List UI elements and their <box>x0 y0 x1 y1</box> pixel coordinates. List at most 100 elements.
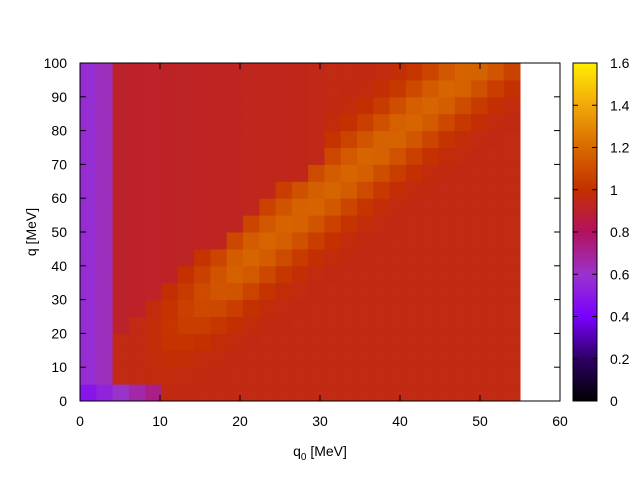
heatmap-cell <box>112 282 130 301</box>
heatmap-cell <box>340 248 358 267</box>
heatmap-cell <box>226 367 244 385</box>
heatmap-cell <box>389 63 407 81</box>
heatmap-cell <box>259 333 277 351</box>
heatmap-cell <box>275 164 293 182</box>
heatmap-cell <box>177 63 195 81</box>
heatmap-cell <box>389 265 407 284</box>
heatmap-cell <box>275 282 293 301</box>
heatmap-cell <box>373 215 391 233</box>
heatmap-cell <box>161 164 179 182</box>
heatmap-cell <box>487 248 505 267</box>
heatmap-cell <box>340 79 358 98</box>
heatmap-cell <box>324 282 342 301</box>
heatmap-cell <box>373 248 391 267</box>
heatmap-cell <box>210 384 228 402</box>
heatmap-cell <box>242 215 260 233</box>
heatmap-cell <box>471 265 488 284</box>
heatmap-cell <box>128 147 146 165</box>
heatmap-cell <box>112 113 130 132</box>
heatmap-cell <box>324 181 342 199</box>
heatmap-cell <box>210 181 228 199</box>
heatmap-cell <box>275 215 293 233</box>
y-tick-label: 20 <box>51 325 67 341</box>
colorbar-tick-label: 0.6 <box>610 266 630 282</box>
heatmap-cell <box>226 333 244 351</box>
heatmap-cell <box>291 96 309 115</box>
heatmap-cell <box>275 181 293 199</box>
heatmap-cell <box>454 265 472 284</box>
heatmap-cell <box>340 215 358 233</box>
heatmap-cell <box>357 79 374 98</box>
heatmap-cell <box>503 181 521 199</box>
heatmap-cell <box>308 198 325 216</box>
heatmap-cell <box>80 384 97 402</box>
heatmap-cell <box>177 316 195 334</box>
heatmap-cell <box>80 333 97 351</box>
heatmap-cell <box>340 181 358 199</box>
heatmap-cell <box>291 232 309 250</box>
heatmap-cell <box>422 164 440 182</box>
heatmap-cell <box>242 248 260 267</box>
heatmap-cell <box>161 130 179 148</box>
heatmap-cell <box>422 215 440 233</box>
heatmap-cell <box>308 248 325 267</box>
heatmap-cell <box>357 248 374 267</box>
heatmap-cell <box>324 164 342 182</box>
heatmap-cell <box>357 232 374 250</box>
heatmap-cell <box>145 181 162 199</box>
heatmap-cell <box>259 96 277 115</box>
heatmap-cell <box>291 113 309 132</box>
heatmap-cell <box>128 248 146 267</box>
heatmap-cell <box>454 164 472 182</box>
heatmap-cell <box>275 113 293 132</box>
heatmap-cell <box>242 282 260 301</box>
heatmap-cell <box>145 130 162 148</box>
heatmap-cell <box>454 367 472 385</box>
heatmap-cell <box>405 164 423 182</box>
heatmap-cell <box>308 384 325 402</box>
heatmap-cell <box>454 215 472 233</box>
heatmap-cell <box>454 181 472 199</box>
heatmap-cell <box>438 384 456 402</box>
heatmap-cell <box>242 164 260 182</box>
heatmap-cell <box>340 164 358 182</box>
heatmap-cell <box>324 96 342 115</box>
heatmap-cell <box>161 181 179 199</box>
heatmap-cell <box>487 147 505 165</box>
heatmap-cell <box>275 96 293 115</box>
heatmap-cell <box>422 384 440 402</box>
heatmap-cell <box>96 232 114 250</box>
heatmap-cell <box>324 198 342 216</box>
heatmap-cell <box>405 63 423 81</box>
colorbar-ticks: 0 0.2 0.4 0.6 0.8 1 1.2 1.4 1.6 <box>573 55 630 409</box>
heatmap-cell <box>161 215 179 233</box>
heatmap-cell <box>308 96 325 115</box>
heatmap-cell <box>259 164 277 182</box>
heatmap-cell <box>454 282 472 301</box>
heatmap-cell <box>96 316 114 334</box>
heatmap-cell <box>373 384 391 402</box>
heatmap-cell <box>454 232 472 250</box>
heatmap-cell <box>503 198 521 216</box>
heatmap-cell <box>226 232 244 250</box>
heatmap-cell <box>503 316 521 334</box>
x-tick-label: 10 <box>152 413 168 429</box>
heatmap-cell <box>487 232 505 250</box>
heatmap-cell <box>128 181 146 199</box>
heatmap-cell <box>357 215 374 233</box>
heatmap-cell <box>194 367 211 385</box>
heatmap-cell <box>128 299 146 317</box>
heatmap-cell <box>405 130 423 148</box>
heatmap-cell <box>357 333 374 351</box>
heatmap-cell <box>242 316 260 334</box>
heatmap-cell <box>145 232 162 250</box>
heatmap-cell <box>471 198 488 216</box>
heatmap-cell <box>194 113 211 132</box>
heatmap-cell <box>503 79 521 98</box>
heatmap-cell <box>96 215 114 233</box>
heatmap-cell <box>177 248 195 267</box>
heatmap-cell <box>324 333 342 351</box>
heatmap-cell <box>357 316 374 334</box>
heatmap-cell <box>194 63 211 81</box>
heatmap-cell <box>389 248 407 267</box>
